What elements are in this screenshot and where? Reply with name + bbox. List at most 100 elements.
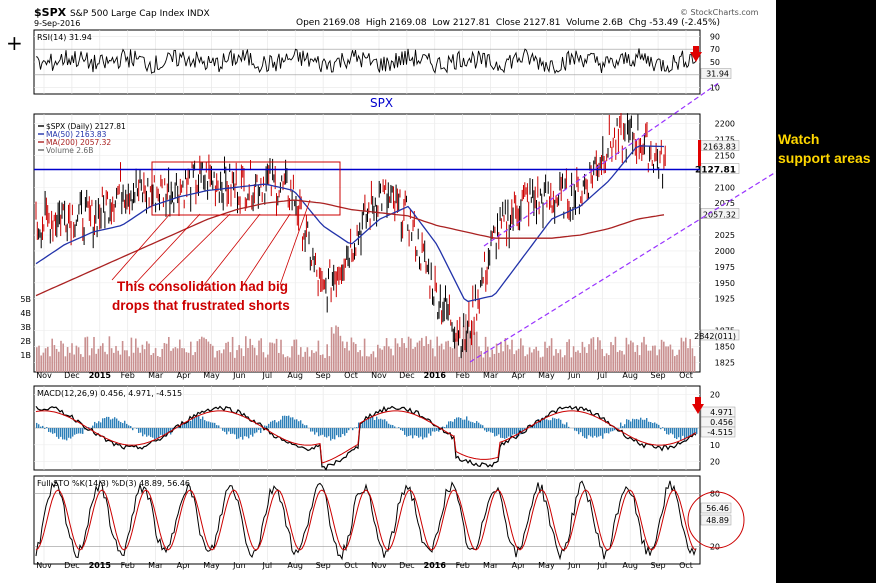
rsi-arrow-shaft (693, 46, 699, 53)
annotation-pointer (111, 213, 171, 281)
volume-bar (564, 355, 566, 372)
macd-histogram-bar (676, 428, 678, 440)
volume-bar (630, 340, 632, 372)
macd-histogram-bar (452, 421, 454, 428)
volume-bar (97, 348, 100, 372)
volume-bar (319, 354, 322, 372)
x-tick-label: 2016 (424, 561, 447, 570)
index-name: S&P 500 Large Cap Index INDX (69, 9, 210, 19)
macd-histogram-bar (234, 428, 236, 435)
volume-bar (135, 338, 137, 372)
macd-histogram-bar (472, 422, 474, 428)
volume-bar (517, 348, 520, 372)
volume-bar (242, 356, 245, 372)
volume-bar (53, 345, 56, 372)
macd-histogram-bar (522, 428, 524, 433)
macd-histogram-bar (424, 428, 426, 438)
macd-histogram-bar (344, 428, 346, 436)
macd-histogram-bar (346, 428, 348, 433)
macd-histogram-bar (286, 415, 288, 428)
macd-histogram-bar (294, 419, 296, 428)
x-tick-label: Dec (399, 561, 414, 570)
rsi-y-tick: 90 (710, 32, 720, 41)
macd-histogram-bar (336, 428, 338, 436)
x-tick-label: Nov (371, 561, 387, 570)
macd-histogram-bar (122, 423, 124, 428)
volume-bar (379, 348, 381, 372)
volume-bar (561, 357, 564, 372)
x-tick-label: Aug (622, 561, 638, 570)
macd-histogram-bar (154, 428, 156, 440)
volume-bar (407, 336, 410, 372)
volume-bar (647, 350, 650, 372)
volume-bar (238, 345, 240, 372)
macd-histogram-bar (554, 418, 556, 428)
macd-histogram-bar (80, 428, 82, 434)
macd-histogram-bar (282, 415, 284, 428)
volume-bar (649, 350, 652, 372)
volume-bar (460, 349, 463, 372)
macd-histogram-bar (590, 428, 592, 437)
macd-histogram-bar (82, 428, 84, 434)
crosshair-icon[interactable]: + (6, 31, 23, 55)
macd-histogram-bar (42, 425, 44, 428)
volume-bar (124, 350, 126, 372)
macd-histogram-bar (564, 424, 566, 428)
macd-histogram-bar (222, 428, 224, 431)
volume-bar (344, 348, 346, 372)
volume-bar (636, 345, 639, 372)
macd-histogram-bar (662, 427, 664, 428)
macd-histogram-bar (410, 428, 412, 436)
consolidation-note-line1: This consolidation had big (117, 279, 288, 294)
macd-histogram-bar (130, 426, 132, 428)
macd-histogram-bar (380, 418, 382, 428)
side-note-line2: support areas (778, 150, 871, 166)
x-tick-label: Aug (622, 371, 638, 380)
volume-bar (346, 341, 348, 372)
volume-bar (498, 352, 500, 372)
macd-histogram-bar (492, 428, 494, 433)
macd-histogram-bar (172, 428, 174, 431)
macd-histogram-bar (40, 426, 42, 428)
volume-bar (308, 356, 311, 372)
volume-bar (665, 346, 667, 372)
volume-bar (566, 341, 568, 372)
macd-histogram-bar (550, 420, 552, 428)
volume-bar (489, 357, 491, 372)
volume-bar (258, 340, 260, 372)
macd-histogram-bar (374, 420, 376, 428)
volume-bar (139, 352, 141, 372)
volume-bar (174, 347, 177, 372)
volume-bar (667, 346, 669, 372)
macd-histogram-bar (140, 428, 142, 433)
macd-histogram-bar (678, 428, 680, 438)
macd-histogram-bar (206, 421, 208, 428)
macd-histogram-bar (198, 416, 200, 428)
ohlc-summary: Open 2169.08 High 2169.08 Low 2127.81 Cl… (296, 18, 721, 28)
macd-signal-line (35, 410, 697, 464)
price-y-tick: 2150 (715, 151, 735, 160)
sto-highlight-circle (687, 491, 745, 549)
macd-histogram-bar (690, 428, 692, 437)
volume-bar (454, 338, 456, 372)
volume-bar (44, 348, 47, 372)
volume-bar (218, 350, 221, 372)
volume-bar (511, 339, 513, 372)
macd-histogram-bar (552, 417, 554, 428)
macd-histogram-bar (490, 428, 492, 433)
macd-histogram-bar (418, 428, 420, 438)
volume-bar (154, 348, 157, 372)
macd-histogram-bar (474, 423, 476, 428)
volume-bar (401, 338, 403, 372)
volume-bar (542, 356, 544, 372)
volume-bar (322, 354, 324, 372)
macd-histogram-bar (556, 418, 558, 428)
volume-bar (95, 353, 97, 372)
macd-histogram-bar (394, 426, 396, 428)
volume-bar (394, 338, 397, 372)
x-tick-label: Aug (287, 561, 303, 570)
volume-bar (51, 338, 53, 372)
macd-histogram-bar (446, 424, 448, 428)
macd-histogram-bar (288, 415, 290, 428)
volume-bar (416, 342, 419, 372)
